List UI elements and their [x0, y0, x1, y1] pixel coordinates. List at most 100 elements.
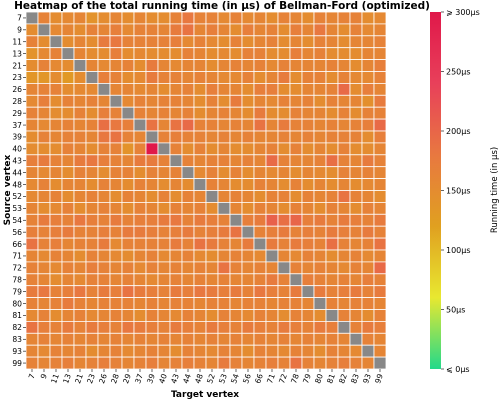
- heatmap-cell: [301, 23, 315, 37]
- heatmap-cell: [325, 83, 339, 96]
- heatmap-cell: [133, 47, 147, 61]
- heatmap-cell: [265, 273, 279, 287]
- heatmap-cell: [313, 332, 327, 346]
- heatmap-cell: [373, 344, 387, 358]
- heatmap-cell: [25, 23, 39, 37]
- heatmap-cell: [121, 83, 135, 96]
- colorbar-tick-label: 150μs: [446, 187, 471, 196]
- heatmap-cell: [169, 297, 183, 310]
- heatmap-cell: [181, 11, 195, 25]
- heatmap-cell: [37, 320, 51, 334]
- heatmap-cell: [265, 309, 279, 322]
- heatmap-cell: [157, 166, 171, 179]
- heatmap-cell: [37, 344, 51, 358]
- heatmap-cell: [37, 297, 51, 310]
- heatmap-cell: [253, 332, 267, 346]
- heatmap-cell: [301, 94, 315, 108]
- heatmap-cell: [85, 154, 99, 168]
- heatmap-cell: [109, 225, 123, 239]
- y-tick-label: 71: [12, 252, 22, 261]
- heatmap-cell: [97, 285, 111, 299]
- heatmap-cell: [265, 190, 279, 203]
- heatmap-cell: [157, 142, 171, 156]
- heatmap-cell: [181, 344, 195, 358]
- heatmap-cell: [337, 213, 351, 227]
- heatmap-cell: [181, 59, 195, 72]
- y-axis-label: Source vertex: [3, 154, 13, 225]
- heatmap-cell: [49, 249, 63, 263]
- heatmap-cell: [49, 320, 63, 334]
- heatmap-cell: [313, 190, 327, 203]
- heatmap-cell: [97, 130, 111, 144]
- heatmap-cell: [145, 23, 159, 37]
- heatmap-cell: [253, 71, 267, 84]
- heatmap-cell: [313, 201, 327, 215]
- heatmap-cell: [361, 166, 375, 179]
- heatmap-cell: [229, 83, 243, 96]
- heatmap-cell: [277, 166, 291, 179]
- heatmap-cell: [217, 71, 231, 84]
- heatmap-cell: [181, 356, 195, 370]
- heatmap-cell: [337, 285, 351, 299]
- heatmap-cell: [241, 309, 255, 322]
- heatmap-cell: [49, 142, 63, 156]
- heatmap-cell: [313, 261, 327, 275]
- heatmap-cell: [349, 106, 363, 120]
- heatmap-cell: [229, 71, 243, 84]
- heatmap-cell: [97, 297, 111, 310]
- heatmap-cell: [193, 83, 207, 96]
- heatmap-cell: [193, 166, 207, 179]
- heatmap-cell: [37, 332, 51, 346]
- heatmap-cell: [325, 344, 339, 358]
- heatmap-cell: [277, 261, 291, 275]
- heatmap-cell: [325, 201, 339, 215]
- heatmap-cell: [121, 166, 135, 179]
- heatmap-cell: [193, 356, 207, 370]
- heatmap-cell: [277, 47, 291, 61]
- heatmap-cell: [73, 237, 87, 251]
- heatmap-cell: [265, 71, 279, 84]
- heatmap-cell: [109, 11, 123, 25]
- heatmap-cell: [181, 237, 195, 251]
- heatmap-cell: [217, 59, 231, 72]
- heatmap-cell: [313, 35, 327, 49]
- heatmap-cell: [349, 11, 363, 25]
- heatmap-cell: [73, 83, 87, 96]
- heatmap-cell: [289, 47, 303, 61]
- heatmap-cell: [37, 23, 51, 37]
- heatmap-cell: [361, 356, 375, 370]
- heatmap-cell: [133, 118, 147, 132]
- y-tick-label: 72: [12, 264, 22, 273]
- heatmap-cell: [229, 273, 243, 287]
- heatmap-cell: [349, 237, 363, 251]
- x-tick-label: 11: [49, 372, 61, 384]
- heatmap-cell: [73, 154, 87, 168]
- heatmap-cell: [133, 154, 147, 168]
- heatmap-cell: [109, 201, 123, 215]
- heatmap-cell: [97, 106, 111, 120]
- heatmap-cell: [169, 166, 183, 179]
- heatmap-cell: [61, 344, 75, 358]
- heatmap-cell: [373, 213, 387, 227]
- heatmap-cell: [85, 309, 99, 322]
- heatmap-cell: [157, 332, 171, 346]
- heatmap-cell: [85, 47, 99, 61]
- heatmap-cell: [253, 118, 267, 132]
- heatmap-cell: [265, 297, 279, 310]
- heatmap-cell: [313, 23, 327, 37]
- heatmap-cell: [313, 142, 327, 156]
- heatmap-cell: [301, 273, 315, 287]
- heatmap-cell: [325, 225, 339, 239]
- heatmap-cell: [85, 273, 99, 287]
- heatmap-cell: [97, 201, 111, 215]
- y-tick-label: 13: [12, 49, 22, 58]
- heatmap-cell: [205, 178, 219, 191]
- heatmap-cell: [301, 309, 315, 322]
- heatmap-cell: [169, 47, 183, 61]
- heatmap-cell: [217, 35, 231, 49]
- heatmap-cell: [337, 11, 351, 25]
- heatmap-cell: [337, 106, 351, 120]
- heatmap-cell: [361, 83, 375, 96]
- heatmap-cell: [289, 190, 303, 203]
- heatmap-cell: [349, 154, 363, 168]
